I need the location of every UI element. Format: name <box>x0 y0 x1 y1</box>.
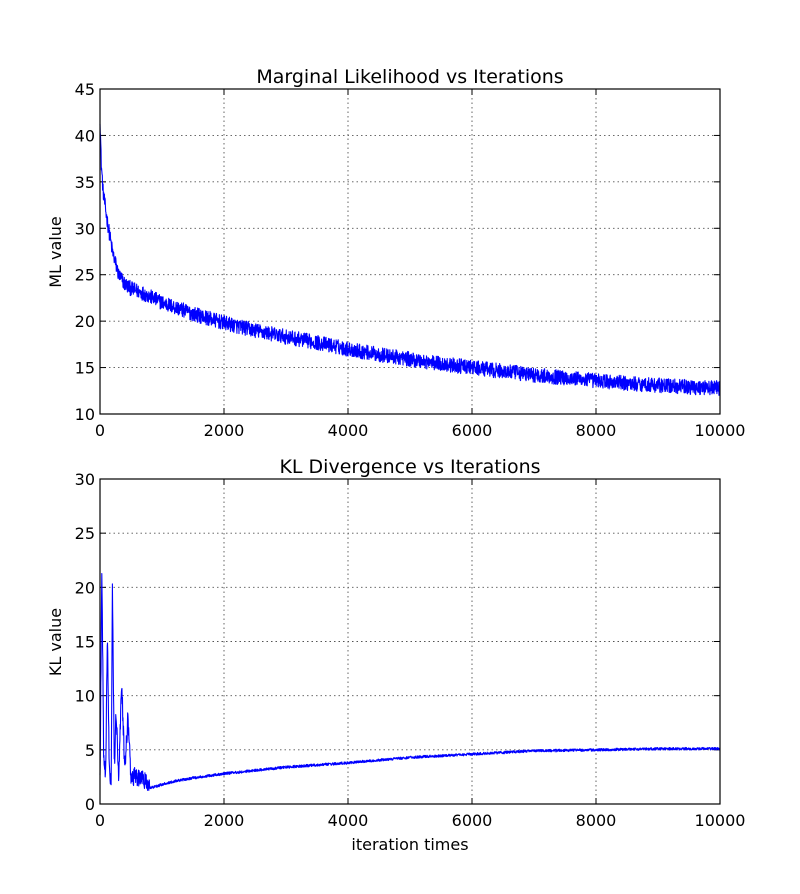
kl-x-tick-label-8000: 8000 <box>576 811 617 830</box>
ml-chart: Marginal Likelihood vs Iterations ML val… <box>46 66 745 440</box>
kl-y-tick-label-5: 5 <box>85 741 95 760</box>
kl-y-tick-label-25: 25 <box>75 524 95 543</box>
kl-chart-title: KL Divergence vs Iterations <box>279 456 540 478</box>
ml-x-tick-label-0: 0 <box>95 421 105 440</box>
kl-chart: KL Divergence vs Iterations KL value ite… <box>46 456 745 854</box>
ml-y-tick-label-45: 45 <box>75 80 95 99</box>
ml-y-tick-label-20: 20 <box>75 312 95 331</box>
ml-x-tick-label-2000: 2000 <box>204 421 245 440</box>
ml-grid <box>100 89 720 414</box>
ml-chart-title: Marginal Likelihood vs Iterations <box>256 66 563 88</box>
ml-ticks: 0 2000 4000 6000 8000 10000 10 15 20 25 30 35 40 45 <box>75 80 746 440</box>
kl-x-tick-label-6000: 6000 <box>452 811 493 830</box>
kl-y-tick-label-20: 20 <box>75 578 95 597</box>
kl-plot-frame <box>99 478 721 805</box>
kl-y-tick-label-10: 10 <box>75 687 95 706</box>
kl-y-tick-label-15: 15 <box>75 633 95 652</box>
ml-y-tick-label-30: 30 <box>75 219 95 238</box>
ml-y-axis-label: ML value <box>46 216 65 288</box>
ml-x-tick-label-6000: 6000 <box>452 421 493 440</box>
kl-ticks: 0 2000 4000 6000 8000 10000 0 5 10 15 20 25 30 <box>75 470 746 830</box>
ml-y-tick-label-25: 25 <box>75 266 95 285</box>
ml-y-tick-label-10: 10 <box>75 405 95 424</box>
ml-y-tick-label-15: 15 <box>75 359 95 378</box>
ml-y-tick-label-40: 40 <box>75 126 95 145</box>
kl-x-tick-label-4000: 4000 <box>328 811 369 830</box>
kl-x-axis-label: iteration times <box>351 835 468 854</box>
ml-series-line <box>99 123 721 396</box>
ml-y-tick-label-35: 35 <box>75 173 95 192</box>
ml-x-tick-label-8000: 8000 <box>576 421 617 440</box>
ml-x-tick-label-10000: 10000 <box>695 421 746 440</box>
ml-x-tick-label-4000: 4000 <box>328 421 369 440</box>
kl-x-tick-label-2000: 2000 <box>204 811 245 830</box>
kl-y-tick-label-0: 0 <box>85 795 95 814</box>
kl-x-tick-label-10000: 10000 <box>695 811 746 830</box>
kl-y-axis-label: KL value <box>46 608 65 676</box>
kl-x-tick-label-0: 0 <box>95 811 105 830</box>
kl-y-tick-label-30: 30 <box>75 470 95 489</box>
ml-plot-frame <box>99 88 721 415</box>
kl-series-line <box>99 573 721 791</box>
